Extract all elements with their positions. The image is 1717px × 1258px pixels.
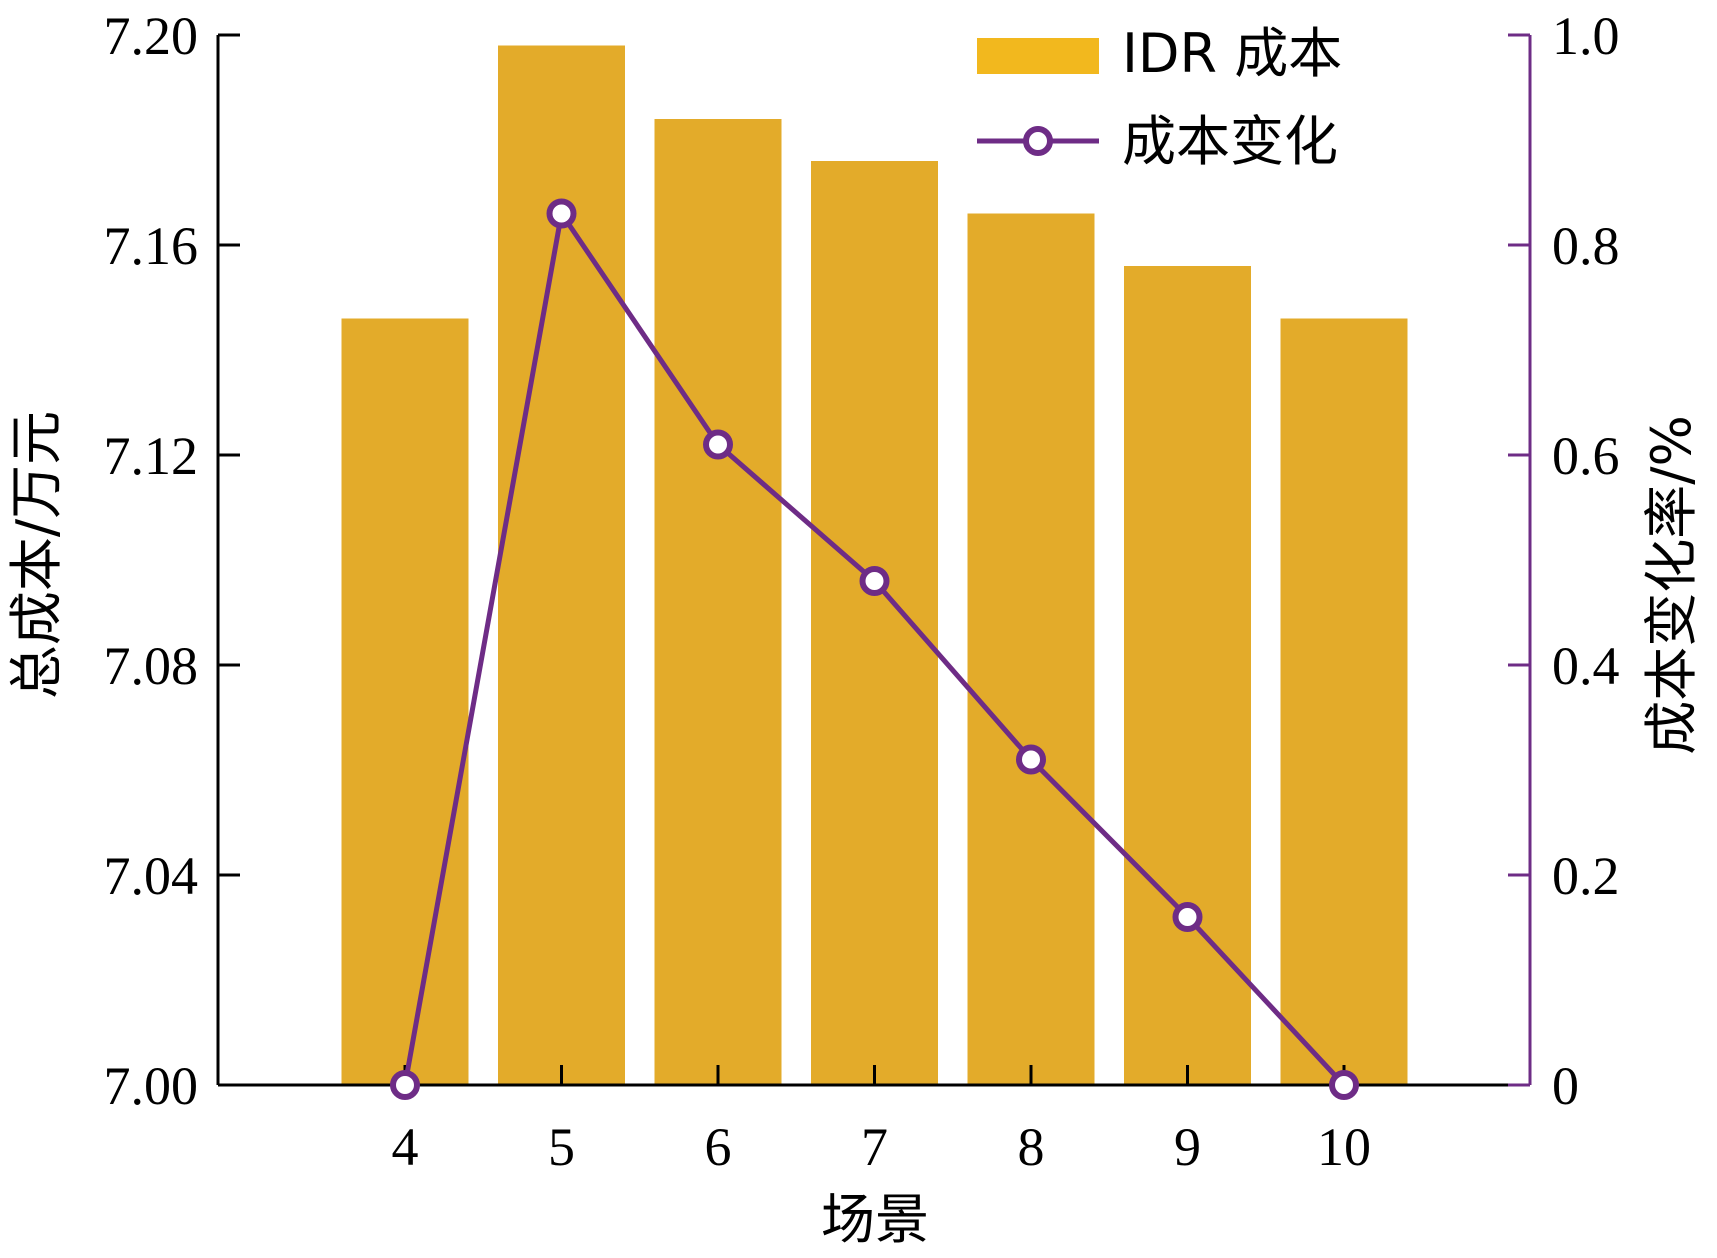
y-left-tick-label: 7.12 (104, 426, 199, 486)
y-right-tick-label: 0.2 (1552, 846, 1620, 906)
x-tick-label: 9 (1174, 1117, 1201, 1177)
y-left-tick-label: 7.16 (104, 216, 199, 276)
x-tick-label: 10 (1317, 1117, 1371, 1177)
bar-4 (341, 318, 469, 1085)
line-point-10 (1329, 1070, 1359, 1100)
bar-8 (967, 213, 1095, 1085)
y-left-tick-label: 7.08 (104, 636, 199, 696)
line-point-4 (390, 1070, 420, 1100)
y-right-tick-label: 0 (1552, 1056, 1579, 1116)
y-right-tick-label: 1.0 (1552, 6, 1620, 66)
x-tick-label: 8 (1018, 1117, 1045, 1177)
x-tick-label: 4 (392, 1117, 419, 1177)
line-point-6 (703, 429, 733, 460)
y-left-tick-label: 7.20 (104, 6, 199, 66)
y-left-tick-label: 7.04 (104, 846, 199, 906)
y-right-tick-label: 0.4 (1552, 636, 1620, 696)
legend-bar-label: IDR 成本 (1122, 22, 1342, 85)
y-right-tick-label: 0.8 (1552, 216, 1620, 276)
bar-series (341, 45, 1408, 1085)
line-series (390, 198, 1359, 1100)
y-axis-right-title: 成本变化率/% (1640, 415, 1703, 755)
line-point-8 (1016, 744, 1046, 775)
y-axis-left-title: 总成本/万元 (5, 411, 68, 699)
axes (216, 33, 1532, 1087)
x-tick-label: 5 (548, 1117, 575, 1177)
x-axis-title: 场景 (821, 1188, 929, 1251)
bar-7 (811, 161, 938, 1085)
legend: IDR 成本 成本变化 (977, 22, 1342, 173)
legend-bar-swatch (977, 38, 1099, 74)
bar-9 (1124, 266, 1251, 1085)
line-point-5 (546, 198, 577, 229)
y-right-tick-label: 0.6 (1552, 426, 1620, 486)
y-left-tick-label: 7.00 (104, 1056, 199, 1116)
tick-labels: 7.00 7.04 7.08 7.12 7.16 7.20 0 0.2 0.4 0.6 0.8 1.0… (104, 6, 1620, 1177)
line-point-9 (1172, 902, 1203, 932)
line-point-7 (859, 566, 890, 596)
x-tick-label: 7 (861, 1117, 888, 1177)
bar-10 (1280, 318, 1408, 1085)
legend-line-label: 成本变化 (1122, 110, 1338, 173)
bar-6 (654, 119, 782, 1085)
legend-line-marker (1023, 126, 1053, 156)
x-tick-label: 6 (705, 1117, 732, 1177)
